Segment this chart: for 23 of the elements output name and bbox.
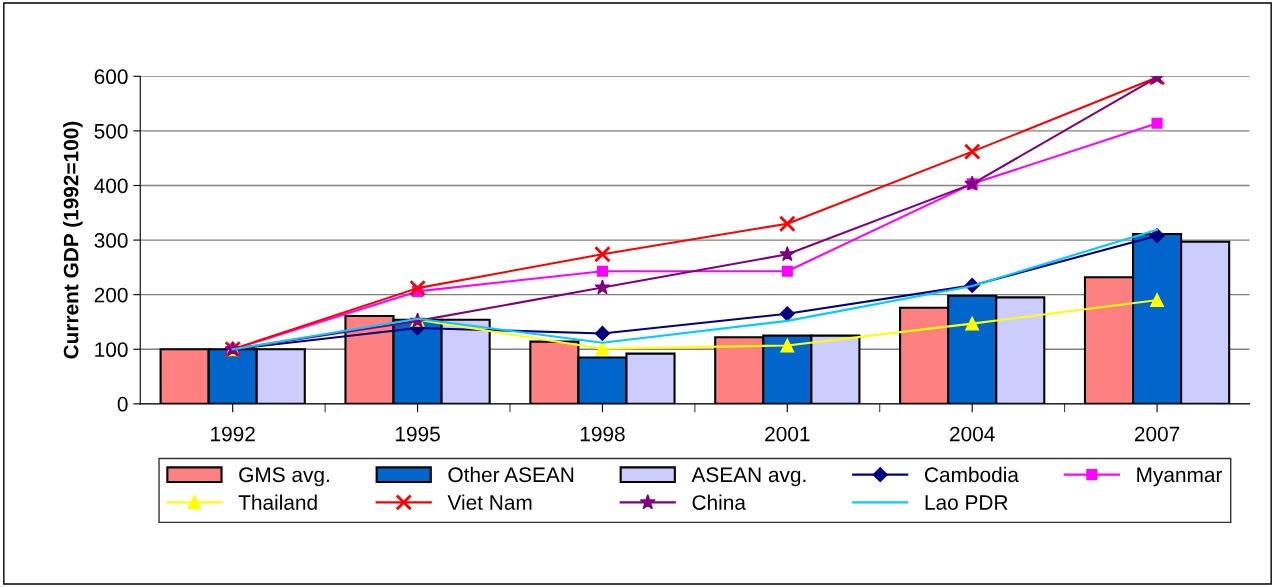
legend-label: ASEAN avg. (691, 467, 806, 487)
x-tick-label: 1995 (395, 426, 440, 442)
y-tick-label: 100 (95, 342, 128, 358)
legend-label: Lao PDR (925, 495, 1008, 510)
legend-label: Myanmar (1137, 467, 1223, 487)
x-tick-label: 2001 (765, 426, 810, 442)
legend-label: Other ASEAN (448, 466, 574, 483)
y-tick-label: 200 (94, 287, 128, 303)
legend-label: China (692, 494, 746, 510)
legend-label: Thailand (238, 494, 317, 510)
y-tick-label: 300 (94, 233, 128, 248)
legend-label: Cambodia (925, 466, 1019, 483)
x-tick-label: 2007 (1134, 426, 1180, 442)
y-axis-title: Current GDP (1992=100) (63, 121, 83, 359)
legend-label: Viet Nam (447, 494, 532, 510)
x-tick-label: 2004 (950, 426, 995, 442)
x-tick-label: 1992 (211, 426, 255, 442)
legend-label: GMS avg. (239, 467, 329, 487)
x-tick-label: 1998 (580, 426, 625, 442)
y-tick-label: 500 (94, 123, 128, 139)
y-tick-label: 400 (94, 178, 128, 194)
y-tick-label: 0 (117, 396, 128, 412)
y-tick-label: 600 (94, 69, 128, 85)
